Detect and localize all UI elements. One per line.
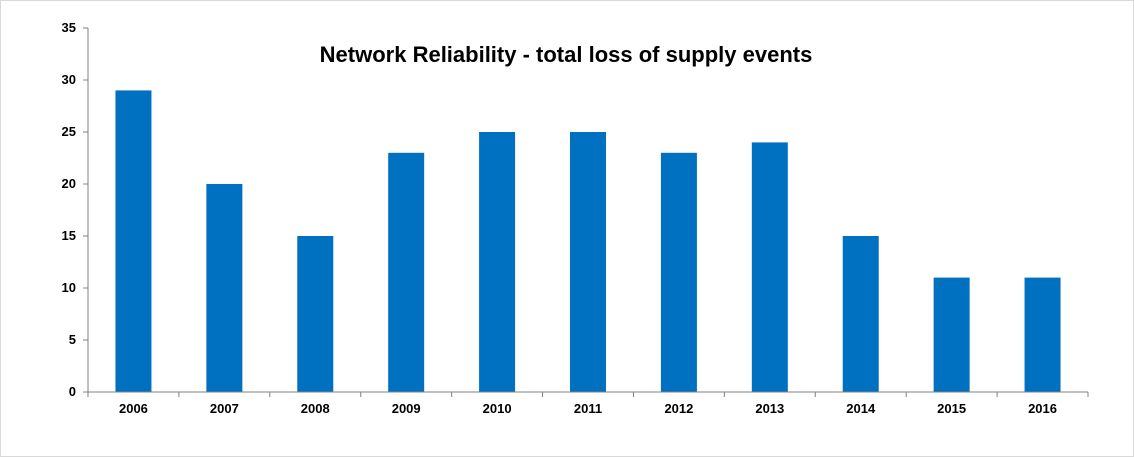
bar-2008 [297, 236, 334, 392]
y-tick-label: 35 [62, 20, 76, 35]
x-tick-label: 2014 [846, 401, 876, 416]
y-axis-ticks: 0 5 10 15 20 25 30 35 [62, 20, 88, 399]
bar-2015 [933, 277, 970, 392]
bar-2006 [115, 90, 152, 393]
y-tick-label: 20 [62, 176, 76, 191]
y-tick-label: 25 [62, 124, 76, 139]
y-tick-label: 5 [69, 332, 76, 347]
x-tick-label: 2010 [483, 401, 512, 416]
x-tick-label: 2011 [574, 401, 602, 416]
y-tick-label: 10 [62, 280, 76, 295]
x-tick-label: 2016 [1028, 401, 1057, 416]
bar-2007 [206, 184, 243, 392]
x-axis-ticks: 2006 2007 2008 2009 2010 2011 2012 2013 2014 2015… [87, 392, 1089, 416]
bar-2011 [570, 132, 606, 392]
bar-2013 [751, 142, 788, 392]
bar-2016 [1024, 277, 1061, 392]
y-tick-label: 30 [62, 72, 76, 87]
x-tick-label: 2006 [119, 401, 148, 416]
x-tick-label: 2007 [210, 401, 239, 416]
x-tick-label: 2009 [392, 401, 421, 416]
x-tick-label: 2008 [301, 401, 330, 416]
bar-2010 [479, 132, 516, 392]
y-tick-label: 0 [69, 384, 76, 399]
bar-2009 [388, 152, 425, 392]
chart-title: Network Reliability - total loss of supp… [320, 42, 813, 67]
bar-2014 [842, 236, 879, 392]
y-tick-label: 15 [62, 228, 76, 243]
x-tick-label: 2013 [755, 401, 784, 416]
x-tick-label: 2015 [937, 401, 966, 416]
x-tick-label: 2012 [664, 401, 693, 416]
bars-group [115, 90, 1061, 393]
bar-2012 [660, 152, 697, 392]
